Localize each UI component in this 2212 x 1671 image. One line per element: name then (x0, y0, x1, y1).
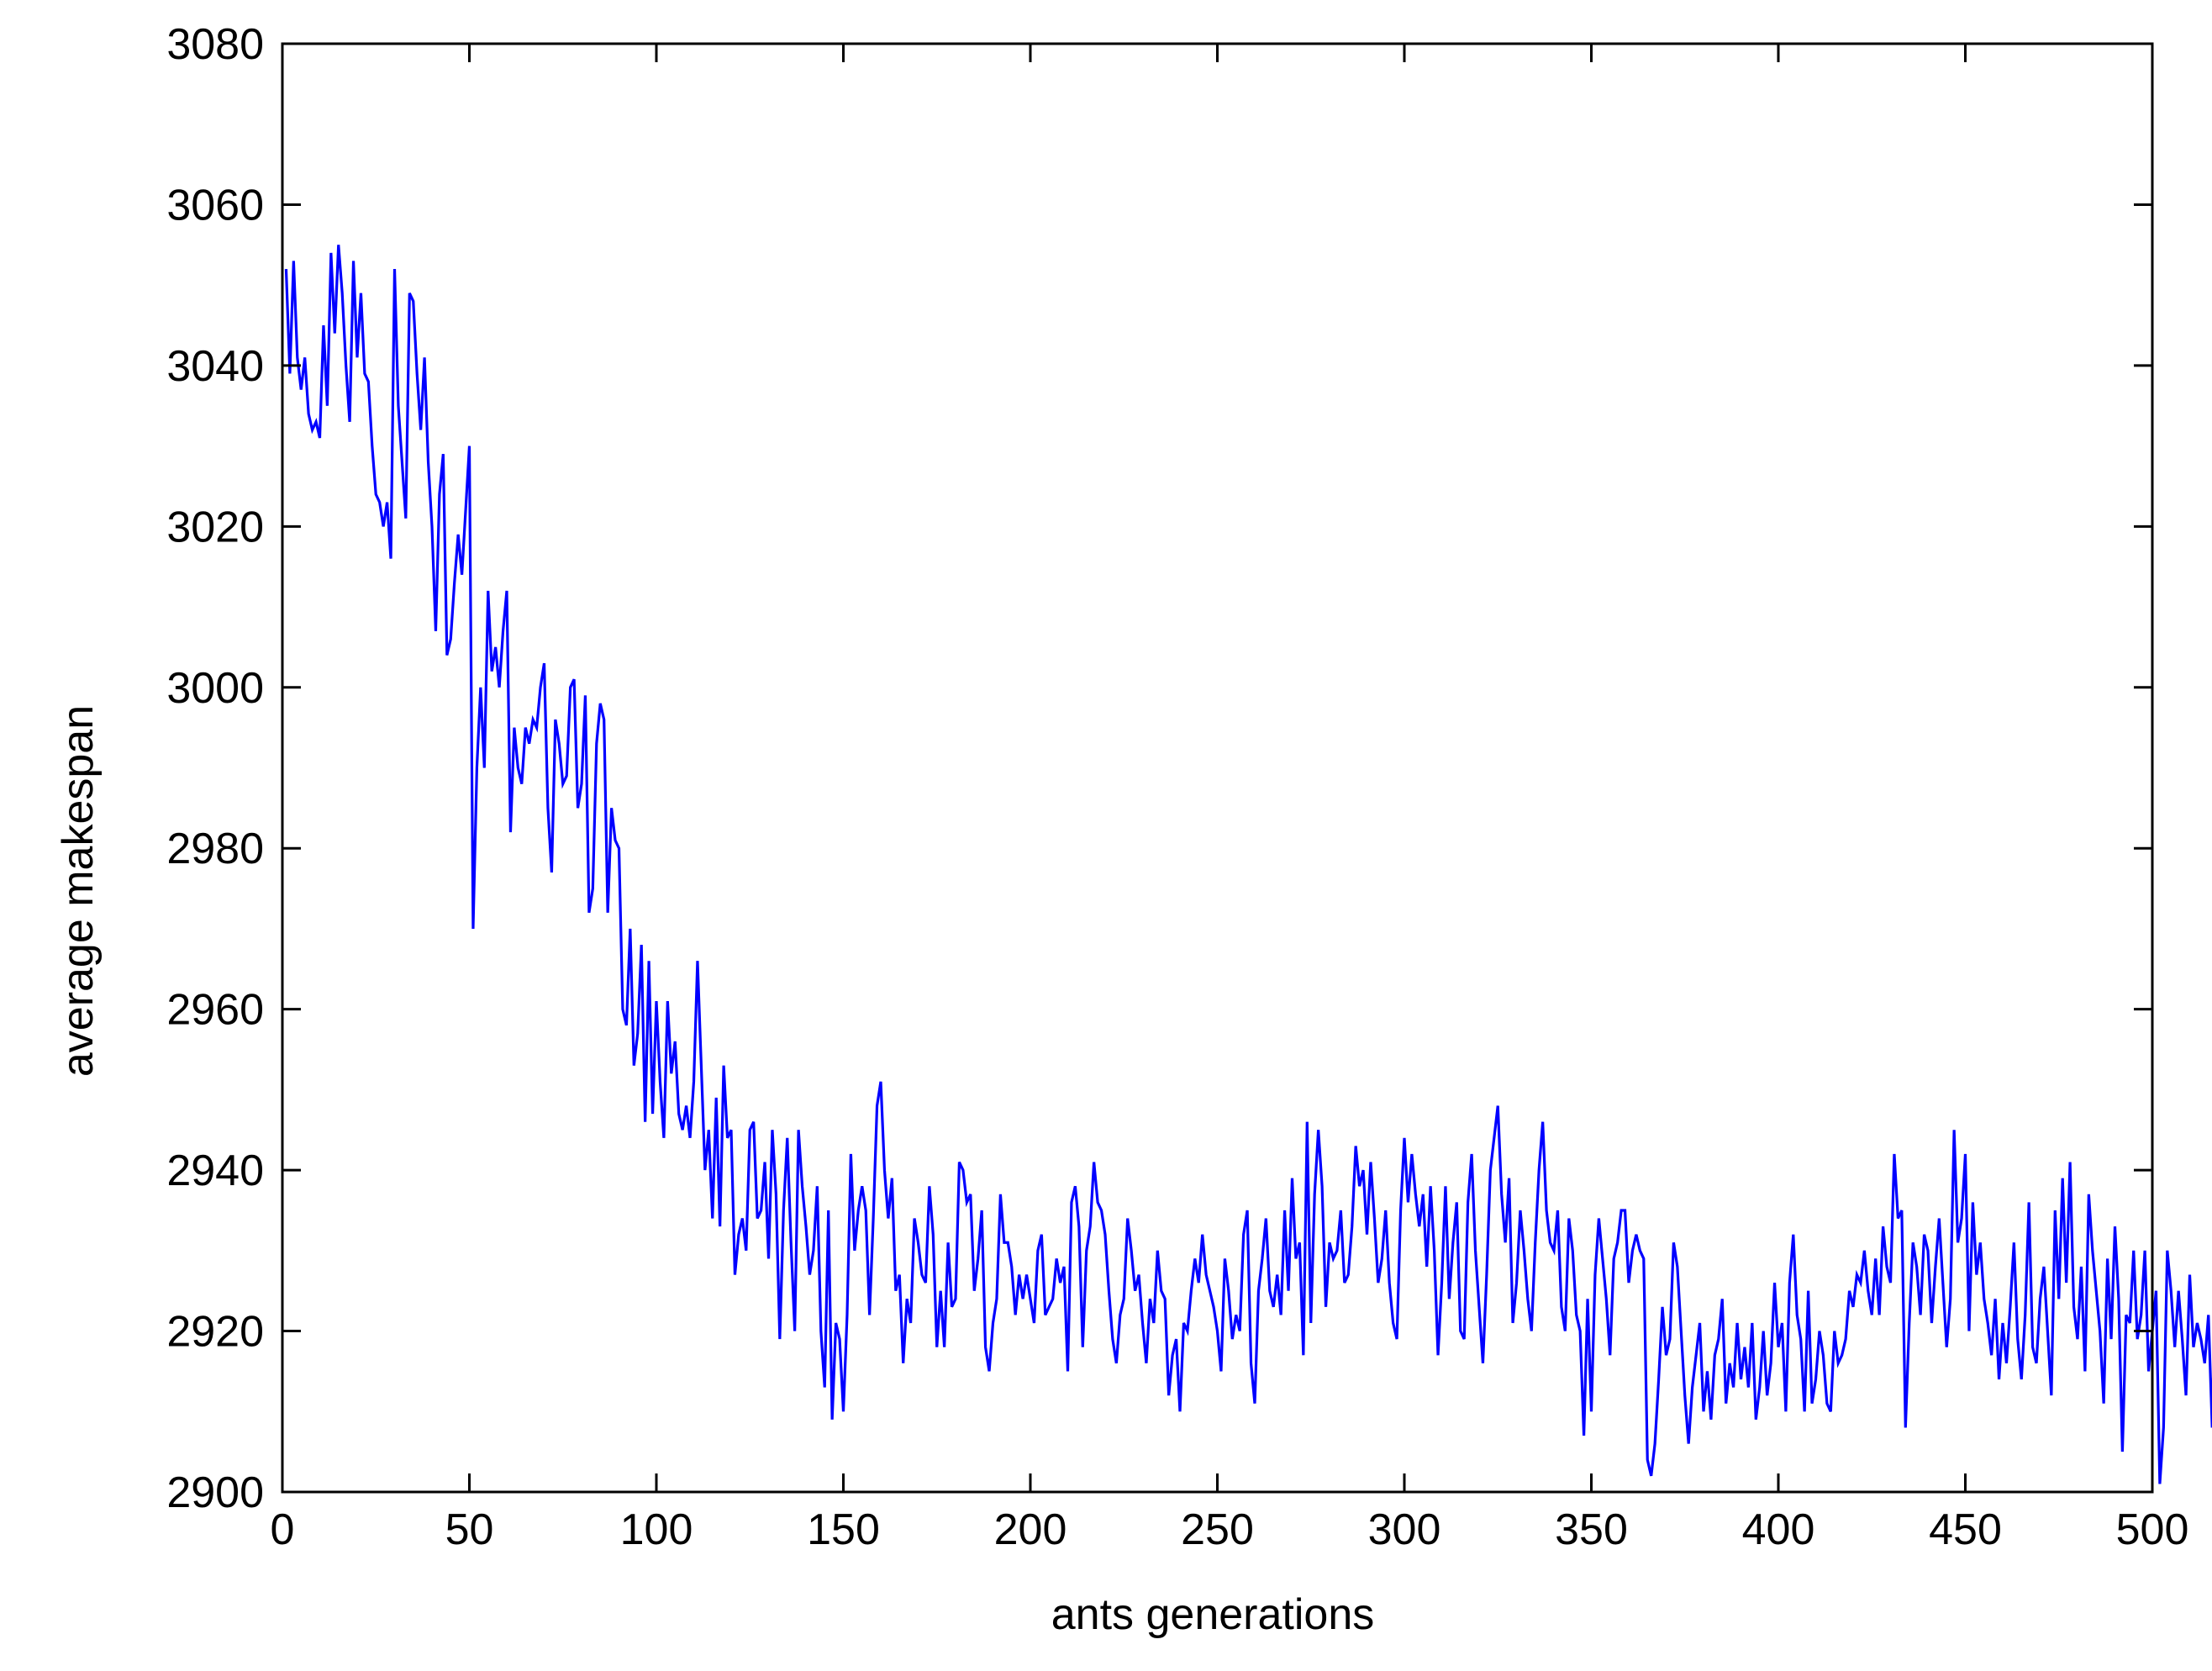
x-tick-label-100: 100 (620, 1505, 693, 1554)
x-tick-label-50: 50 (445, 1505, 494, 1554)
y-tick-label-2980: 2980 (166, 825, 264, 873)
y-tick-label-3040: 3040 (166, 342, 264, 391)
y-tick-label-2940: 2940 (166, 1147, 264, 1195)
x-tick-label-500: 500 (2116, 1505, 2189, 1554)
x-axis-title: ants generations (1051, 1590, 1375, 1639)
y-tick-label-3080: 3080 (166, 20, 264, 69)
x-tick-label-450: 450 (1929, 1505, 2002, 1554)
x-tick-label-400: 400 (1742, 1505, 1815, 1554)
y-tick-label-2960: 2960 (166, 986, 264, 1035)
x-tick-label-300: 300 (1368, 1505, 1441, 1554)
x-tick-label-0: 0 (271, 1505, 295, 1554)
series-line-0 (284, 245, 2212, 1484)
y-tick-label-2900: 2900 (166, 1468, 264, 1517)
y-tick-label-3060: 3060 (166, 181, 264, 229)
x-tick-label-250: 250 (1181, 1505, 1254, 1554)
x-tick-label-200: 200 (994, 1505, 1067, 1554)
x-tick-label-350: 350 (1555, 1505, 1628, 1554)
y-tick-label-3020: 3020 (166, 503, 264, 551)
y-tick-label-2920: 2920 (166, 1308, 264, 1357)
y-tick-label-3000: 3000 (166, 664, 264, 713)
y-axis-title: average makespan (54, 705, 103, 1077)
x-tick-label-150: 150 (807, 1505, 880, 1554)
